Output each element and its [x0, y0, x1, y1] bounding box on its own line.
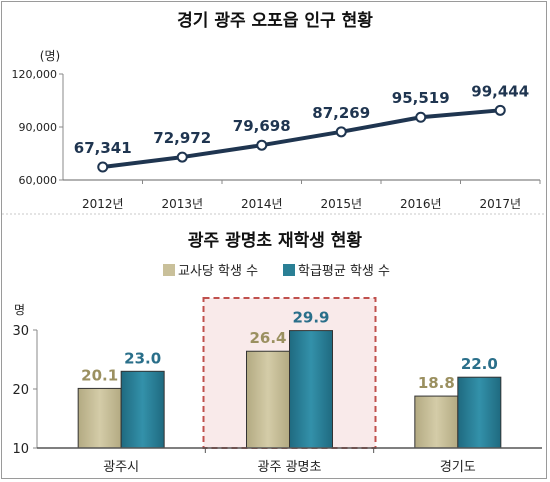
bar-x-tick-label: 경기도 — [440, 460, 476, 475]
population-value-label: 95,519 — [392, 89, 450, 107]
bar-y-tick-label: 10 — [12, 442, 29, 457]
population-point — [494, 104, 506, 116]
population-value-label: 67,341 — [74, 139, 132, 157]
line-x-tick-label: 2012년 — [82, 197, 124, 211]
line-x-tick-label: 2017년 — [479, 197, 521, 211]
bar-y-tick-label: 20 — [12, 383, 29, 398]
bar-teacher-ratio — [77, 387, 122, 449]
bar-teacher-ratio — [246, 350, 290, 449]
bar-teacher-ratio-value-label: 18.8 — [418, 374, 455, 392]
line-x-tick-label: 2015년 — [320, 197, 362, 211]
line-y-tick-label: 90,000 — [19, 121, 58, 134]
bar-teacher-ratio — [414, 395, 459, 449]
population-point — [335, 126, 347, 138]
legend-label-teacher-ratio: 교사당 학생 수 — [178, 264, 258, 279]
legend-swatch-class-average — [283, 264, 295, 276]
bar-chart-y-unit: 명 — [14, 303, 25, 317]
line-x-tick-label: 2016년 — [400, 197, 442, 211]
bar-teacher-ratio-value-label: 20.1 — [81, 366, 118, 384]
students-bar-chart: 광주 광명초 재학생 현황 교사당 학생 수 학급평균 학생 수 명 10 20 3… — [12, 231, 542, 475]
population-point — [256, 139, 268, 151]
line-y-tick-label: 120,000 — [12, 68, 58, 81]
population-point — [176, 151, 188, 163]
population-value-label: 72,972 — [153, 129, 211, 147]
bar-class-average — [457, 376, 502, 449]
bar-class-average-value-label: 29.9 — [292, 309, 329, 327]
bar-x-tick-label: 광주 광명초 — [258, 460, 322, 475]
line-chart-y-unit: (명) — [40, 49, 60, 63]
population-value-label: 99,444 — [471, 82, 529, 100]
bar-class-average-value-label: 22.0 — [461, 355, 498, 373]
population-point — [97, 161, 109, 173]
population-point — [415, 111, 427, 123]
bar-class-average — [120, 370, 165, 449]
line-y-tick-label: 60,000 — [19, 174, 58, 187]
line-x-tick-label: 2014년 — [241, 197, 283, 211]
population-series-line — [102, 108, 501, 170]
line-x-tick-label: 2013년 — [161, 197, 203, 211]
population-value-label: 79,698 — [233, 117, 291, 135]
bar-y-tick-label: 30 — [12, 324, 29, 339]
bar-x-tick-label: 광주시 — [103, 460, 139, 475]
line-chart-title: 경기 광주 오포읍 인구 현황 — [177, 11, 373, 31]
bar-chart-title: 광주 광명초 재학생 현황 — [188, 231, 363, 251]
legend-swatch-teacher-ratio — [163, 264, 175, 276]
bar-class-average-value-label: 23.0 — [124, 349, 161, 367]
population-line-chart: 경기 광주 오포읍 인구 현황 (명) 60,00090,000120,000 … — [12, 11, 541, 211]
bar-class-average — [289, 330, 333, 449]
bar-teacher-ratio-value-label: 26.4 — [249, 329, 286, 347]
legend-label-class-average: 학급평균 학생 수 — [298, 264, 390, 279]
population-value-label: 87,269 — [312, 104, 370, 122]
